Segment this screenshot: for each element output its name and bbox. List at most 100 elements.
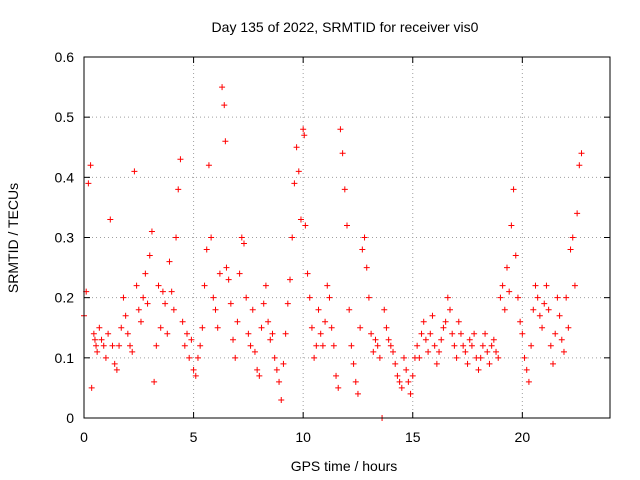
data-point — [249, 306, 256, 313]
data-point — [111, 360, 118, 367]
data-point — [567, 246, 574, 253]
data-point — [179, 318, 186, 325]
data-point — [451, 342, 458, 349]
data-point — [254, 366, 261, 373]
data-point — [482, 330, 489, 337]
data-point — [113, 366, 120, 373]
data-point — [162, 300, 169, 307]
data-point — [186, 354, 193, 361]
data-point — [280, 360, 287, 367]
data-point — [175, 186, 182, 193]
data-point — [135, 306, 142, 313]
data-point — [357, 324, 364, 331]
x-tick-label: 15 — [405, 429, 421, 445]
data-point — [370, 348, 377, 355]
data-point — [225, 276, 232, 283]
data-point — [142, 270, 149, 277]
data-point — [267, 336, 274, 343]
data-point — [525, 378, 532, 385]
data-point — [262, 282, 269, 289]
data-point — [240, 240, 247, 247]
data-point — [475, 366, 482, 373]
data-point — [98, 336, 105, 343]
data-point — [94, 348, 101, 355]
x-axis-label: GPS time / hours — [291, 458, 398, 474]
data-point — [477, 354, 484, 361]
data-point — [383, 324, 390, 331]
data-point — [210, 294, 217, 301]
data-point — [431, 342, 438, 349]
data-point — [234, 318, 241, 325]
data-point — [418, 330, 425, 337]
data-point — [155, 282, 162, 289]
data-point — [137, 318, 144, 325]
data-point — [173, 234, 180, 241]
data-point — [464, 360, 471, 367]
data-point — [403, 366, 410, 373]
data-point — [497, 294, 504, 301]
y-tick-label: 0.6 — [55, 49, 75, 65]
data-point — [558, 336, 565, 343]
data-point — [578, 150, 585, 157]
data-point — [100, 342, 107, 349]
y-tick-label: 0.2 — [55, 290, 75, 306]
y-tick-label: 0.3 — [55, 230, 75, 246]
data-series-vis0 — [81, 84, 585, 421]
data-point — [530, 306, 537, 313]
data-point — [400, 354, 407, 361]
data-point — [359, 246, 366, 253]
data-point — [574, 210, 581, 217]
data-point — [166, 258, 173, 265]
data-point — [88, 384, 95, 391]
data-point — [508, 222, 515, 229]
data-point — [565, 324, 572, 331]
data-point — [201, 282, 208, 289]
axis-ticks: 0 0.1 0.2 0.3 0.4 0.5 0.6 0 5 10 15 20 — [55, 49, 610, 445]
data-point — [569, 234, 576, 241]
data-point — [420, 318, 427, 325]
data-point — [269, 330, 276, 337]
data-point — [284, 300, 291, 307]
data-point — [245, 330, 252, 337]
data-point — [102, 354, 109, 361]
data-point — [216, 270, 223, 277]
data-point — [374, 342, 381, 349]
data-point — [447, 306, 454, 313]
data-point — [387, 342, 394, 349]
data-point — [278, 396, 285, 403]
data-point — [313, 342, 320, 349]
data-point — [506, 288, 513, 295]
data-point — [214, 324, 221, 331]
x-tick-label: 0 — [80, 429, 88, 445]
data-point — [170, 306, 177, 313]
chart-title: Day 135 of 2022, SRMTID for receiver vis… — [212, 19, 479, 35]
data-point — [192, 372, 199, 379]
data-point — [539, 324, 546, 331]
data-point — [157, 324, 164, 331]
data-point — [271, 354, 278, 361]
data-point — [352, 378, 359, 385]
data-point — [87, 162, 94, 169]
data-point — [243, 294, 250, 301]
data-point — [133, 282, 140, 289]
data-point — [184, 330, 191, 337]
data-point — [449, 330, 456, 337]
data-point — [105, 330, 112, 337]
data-point — [416, 354, 423, 361]
data-point — [490, 336, 497, 343]
data-point — [368, 330, 375, 337]
data-point — [361, 234, 368, 241]
data-point — [422, 336, 429, 343]
data-point — [405, 378, 412, 385]
data-point — [563, 294, 570, 301]
data-point — [227, 300, 234, 307]
data-point — [273, 366, 280, 373]
data-point — [425, 348, 432, 355]
data-point — [295, 168, 302, 175]
data-point — [571, 282, 578, 289]
data-point — [194, 354, 201, 361]
data-point — [315, 306, 322, 313]
data-point — [348, 342, 355, 349]
data-point — [534, 294, 541, 301]
